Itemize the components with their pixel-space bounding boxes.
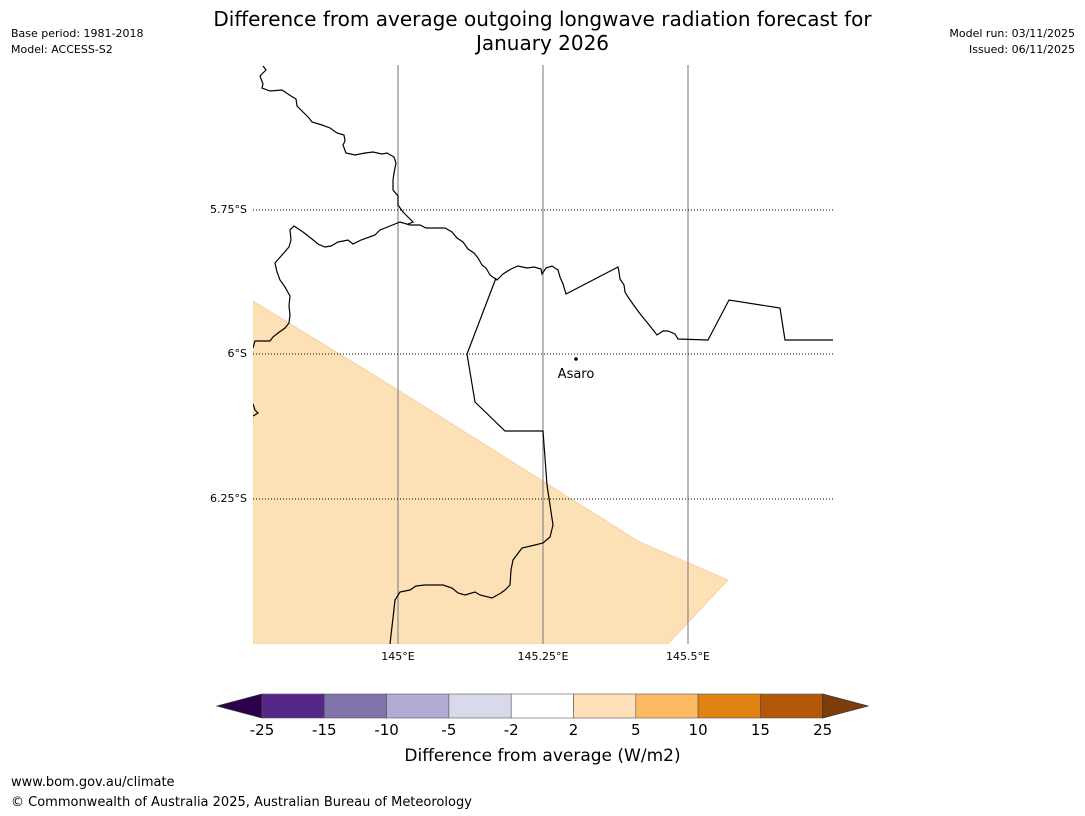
base-period-text: Base period: 1981-2018 [11,27,144,40]
colorbar-tick-label: -5 [441,721,456,739]
colorbar-over-arrow [822,693,870,719]
lat-label-6-25: 6.25°S [210,492,247,505]
colorbar-tick-label: 5 [631,721,641,739]
colorbar-bin-3 [448,693,512,719]
issued-text: Issued: 06/11/2025 [968,43,1075,56]
asaro-label: Asaro [558,367,595,382]
lon-label-145-5: 145.5°E [666,650,710,663]
lat-label-5-75: 5.75°S [210,203,247,216]
colorbar-tick-label: -25 [250,721,275,739]
colorbar-tick-label: 10 [689,721,708,739]
lat-label-6: 6°S [228,347,247,360]
colorbar: -25 -15 -10 -5 -2 2 5 10 15 25 [215,693,870,739]
boundary-west-fragment [253,403,259,417]
model-text: Model: ACCESS-S2 [11,43,113,56]
colorbar-tick-label: 15 [751,721,770,739]
colorbar-bin-8 [760,693,824,719]
colorbar-tick-label: -10 [374,721,399,739]
colorbar-bin-7 [697,693,761,719]
colorbar-tick-label: 2 [569,721,579,739]
footer-copyright: © Commonwealth of Australia 2025, Austra… [11,795,472,810]
map-panel: Asaro [253,65,833,644]
title-line-2: January 2026 [475,31,610,55]
anomaly-fill-region [253,300,729,644]
asaro-marker [574,357,578,361]
colorbar-bin-0 [261,693,325,719]
lon-label-145-25: 145.25°E [518,650,569,663]
footer-url: www.bom.gov.au/climate [11,775,175,790]
colorbar-under-arrow [215,693,263,719]
boundary-central [253,221,833,349]
title-line-1: Difference from average outgoing longwav… [213,7,872,31]
boundary-north [259,65,415,225]
meta-left: Base period: 1981-2018 Model: ACCESS-S2 [11,26,143,58]
colorbar-tick-label: -2 [504,721,519,739]
boundary-eastern-highlands [389,277,554,644]
lon-label-145: 145°E [381,650,414,663]
meta-right: Model run: 03/11/2025 Issued: 06/11/2025 [949,26,1075,58]
colorbar-tick-label: 25 [813,721,832,739]
colorbar-bin-6 [635,693,699,719]
colorbar-bin-2 [386,693,450,719]
colorbar-label: Difference from average (W/m2) [404,746,681,766]
model-run-text: Model run: 03/11/2025 [949,27,1075,40]
colorbar-bin-1 [323,693,387,719]
colorbar-bin-5 [573,693,637,719]
map-title: Difference from average outgoing longwav… [0,7,1085,55]
province-boundaries [253,65,833,644]
colorbar-tick-label: -15 [312,721,337,739]
colorbar-bin-4 [510,693,574,719]
